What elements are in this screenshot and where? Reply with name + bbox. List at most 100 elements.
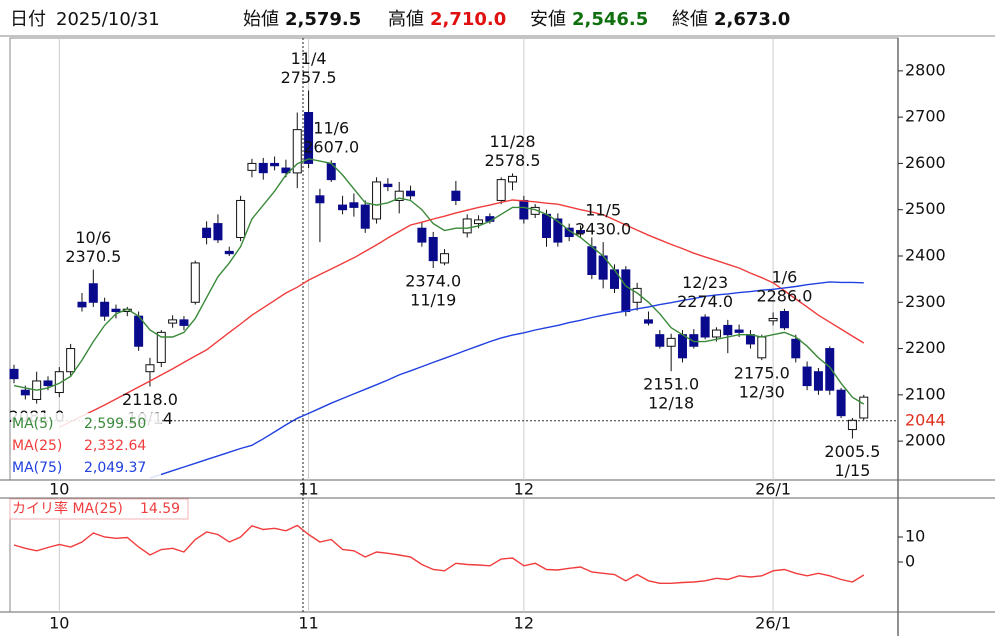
legend-name: MA(25) — [12, 438, 62, 454]
legend-box — [11, 413, 161, 479]
candle-up — [711, 329, 721, 338]
x-tick-label: 11 — [298, 614, 318, 633]
y-tick-label: 2200 — [905, 338, 946, 357]
legend-value: 2,599.50 — [84, 416, 146, 432]
field-label: 終値 — [672, 9, 708, 30]
crosshair-label: 2044 — [905, 410, 946, 429]
legend-name: MA(5) — [12, 416, 54, 432]
field-label: 高値 — [388, 9, 424, 30]
candle-down — [270, 162, 280, 167]
candle-down — [224, 250, 234, 255]
annotation-date: 11/4 — [291, 49, 327, 68]
y-tick-label: 0 — [905, 552, 915, 571]
legend-value: 2,332.64 — [84, 438, 146, 454]
annotation-value: 2118.0 — [122, 390, 178, 409]
legend-title: カイリ率 MA(25) — [12, 500, 123, 517]
candle-down — [745, 334, 755, 345]
candle-up — [247, 162, 257, 171]
ma-line — [13, 158, 865, 405]
candle-down — [655, 334, 665, 347]
candle-up — [190, 262, 200, 303]
candle-up — [859, 396, 869, 419]
candle-up — [54, 371, 64, 394]
ma-line — [58, 199, 865, 428]
field-value: 2,673.0 — [714, 9, 790, 30]
annotation-date: 11/6 — [313, 119, 349, 138]
legend-name: MA(75) — [12, 460, 62, 476]
candle-down — [213, 223, 223, 241]
x-tick-label: 12 — [514, 614, 534, 633]
annotation-value: 2374.0 — [405, 272, 461, 291]
candle-up — [666, 337, 676, 347]
candle-down — [360, 204, 370, 229]
candle-down — [338, 204, 348, 211]
y-tick-label: 10 — [905, 527, 925, 546]
candle-down — [9, 368, 19, 380]
line — [13, 524, 865, 584]
candle-down — [836, 389, 846, 417]
x-tick-label: 11 — [298, 480, 318, 499]
candle-down — [20, 389, 30, 396]
candle-down — [609, 269, 619, 289]
candle-down — [621, 269, 631, 313]
x-tick-label: 12 — [514, 480, 534, 499]
candle-up — [632, 287, 642, 303]
candle-up — [768, 317, 778, 322]
candle-up — [847, 419, 857, 431]
candle-down — [202, 227, 212, 238]
candle-up — [508, 175, 518, 183]
date: 2025/10/31 — [56, 9, 160, 30]
candle-up — [462, 218, 472, 234]
field-label: 安値 — [530, 9, 566, 30]
candle-down — [700, 316, 710, 338]
candle-down — [428, 236, 438, 262]
candle-down — [813, 371, 823, 391]
candle-down — [417, 227, 427, 243]
x-tick-label: 26/1 — [755, 480, 791, 499]
legend-box — [9, 498, 189, 520]
annotation-date: 11/5 — [585, 201, 621, 220]
annotation-value: 2286.0 — [756, 286, 812, 305]
y-tick-label: 2500 — [905, 199, 946, 218]
candle-down — [825, 348, 835, 391]
y-tick-label: 2100 — [905, 384, 946, 403]
candle-up — [236, 199, 246, 238]
candle-down — [802, 366, 812, 387]
annotation-date: 11/19 — [410, 291, 456, 310]
candle-down — [179, 319, 189, 326]
candle-down — [553, 218, 563, 243]
candle-up — [292, 129, 302, 174]
candle-down — [587, 246, 597, 276]
candle-down — [43, 380, 53, 387]
annotation-date: 12/18 — [648, 394, 694, 413]
candle-down — [576, 230, 585, 234]
candle-down — [383, 183, 393, 188]
candle-up — [156, 331, 166, 363]
candle-down — [111, 308, 121, 313]
annotation-date: 1/6 — [772, 267, 798, 286]
header-bar — [0, 0, 995, 36]
candle-down — [542, 213, 552, 238]
candle-up — [66, 348, 76, 373]
x-tick-label: 10 — [49, 614, 69, 633]
annotation-value: 2175.0 — [734, 364, 790, 383]
annotation-value: 2607.0 — [303, 138, 359, 157]
candle-up — [757, 336, 767, 359]
candle-up — [145, 364, 155, 373]
candle-down — [734, 329, 744, 333]
field-value: 2,579.5 — [285, 9, 361, 30]
annotation-value: 2757.5 — [281, 68, 337, 87]
candle-down — [100, 301, 110, 317]
date-label: 日付 — [10, 9, 46, 30]
y-tick-label: 2700 — [905, 107, 946, 126]
candle-down — [519, 199, 529, 220]
candle-down — [406, 190, 416, 197]
candle-down — [791, 338, 801, 359]
annotation-value: 2151.0 — [643, 375, 699, 394]
candle-down — [677, 334, 687, 359]
candle-down — [315, 195, 325, 204]
candle-up — [474, 219, 484, 225]
annotation-date: 1/15 — [834, 461, 870, 480]
